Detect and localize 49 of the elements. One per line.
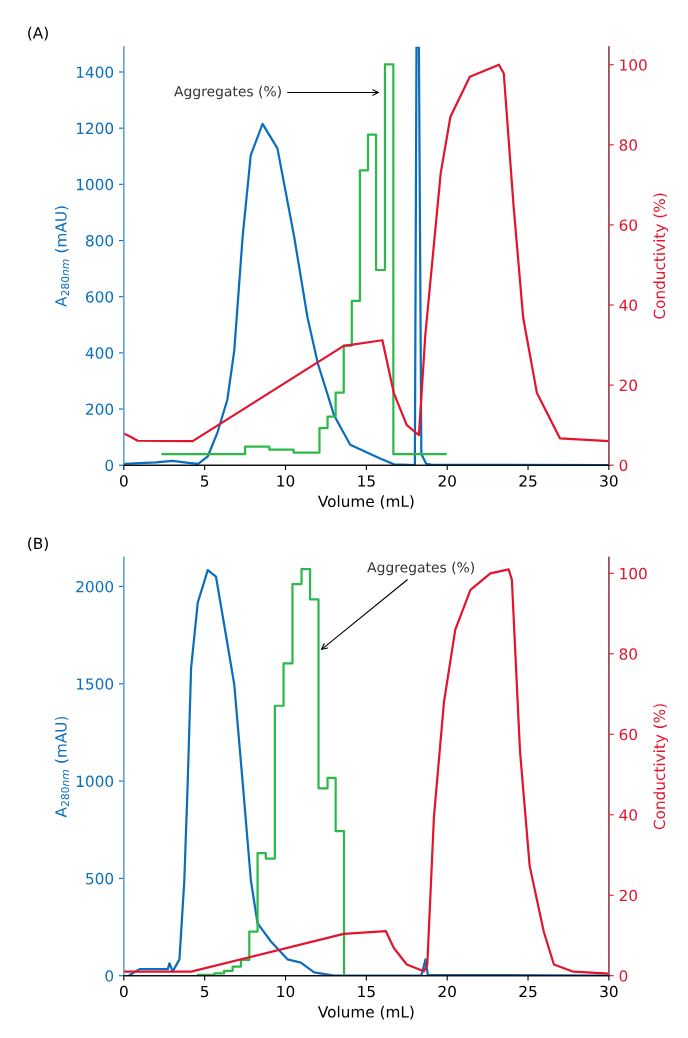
- y-tick-label: 1500: [76, 678, 114, 690]
- y-tick-label: 500: [86, 872, 114, 885]
- y-tick-label: 1000: [76, 178, 114, 191]
- y-tick-label: 1200: [76, 122, 114, 135]
- x-tick-label: 20: [438, 475, 456, 487]
- x-tick-label: 30: [600, 985, 618, 998]
- y-tick-label: 1000: [76, 775, 114, 788]
- x-tick-label: 10: [277, 985, 295, 998]
- y2-tick-label: 60: [619, 728, 638, 741]
- x-tick-label: 30: [600, 475, 618, 487]
- y2-tick-label: 40: [619, 809, 638, 821]
- x-tick-label: 5: [201, 985, 209, 998]
- x-tick-label: 5: [201, 475, 209, 487]
- annotation: Aggregates (%): [367, 561, 474, 576]
- y-tick-label: 0: [105, 970, 114, 982]
- x-axis-title: Volume (mL): [317, 1005, 414, 1020]
- y-tick-label: 0: [105, 459, 114, 472]
- y2-tick-label: 100: [620, 567, 647, 580]
- x-tick-label: 20: [438, 985, 456, 998]
- y2-tick-label: 80: [619, 648, 638, 660]
- y-tick-label: 200: [86, 403, 114, 416]
- y-tick-label: 2000: [76, 580, 114, 593]
- y-axis-title: A$_{280nm}$ (mAU): [54, 206, 70, 307]
- y2-axis-title: Conductivity (%): [653, 193, 669, 319]
- y-tick-label: 1400: [76, 66, 114, 79]
- x-tick-label: 25: [519, 475, 537, 487]
- y-tick-label: 800: [85, 234, 114, 247]
- x-tick-label: 15: [358, 985, 375, 998]
- y-axis-title: A$_{280nm}$ (mAU): [54, 716, 70, 818]
- y2-tick-label: 20: [619, 379, 638, 392]
- x-tick-label: 10: [277, 475, 295, 487]
- x-tick-label: 0: [119, 475, 128, 487]
- y2-tick-label: 0: [619, 970, 628, 982]
- annotation: Aggregates (%): [174, 85, 281, 100]
- y2-tick-label: 60: [619, 219, 638, 231]
- x-tick-label: 15: [358, 475, 375, 487]
- chart-title: (A): [28, 26, 48, 41]
- y2-tick-label: 20: [619, 889, 638, 902]
- chart-title: (B): [28, 537, 48, 551]
- x-tick-label: 0: [119, 985, 128, 998]
- y2-tick-label: 80: [619, 139, 638, 151]
- y-tick-label: 600: [86, 291, 114, 303]
- y2-tick-label: 40: [619, 299, 638, 312]
- y2-tick-label: 100: [620, 59, 647, 71]
- y2-axis-title: Conductivity (%): [653, 704, 669, 830]
- y-tick-label: 400: [85, 347, 114, 359]
- y2-tick-label: 0: [619, 459, 628, 472]
- x-tick-label: 25: [519, 985, 537, 998]
- x-axis-title: Volume (mL): [317, 495, 414, 509]
